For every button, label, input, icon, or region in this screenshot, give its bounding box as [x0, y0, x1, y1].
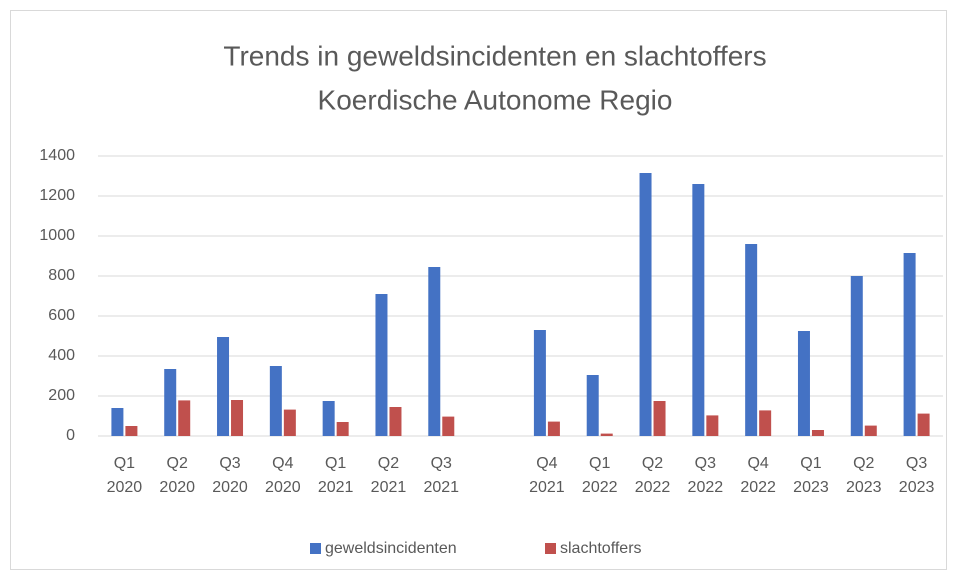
legend-swatch: [310, 543, 321, 554]
x-tick-label: Q2 2020: [159, 455, 196, 496]
bar: [639, 173, 652, 436]
y-tick-label: 1400: [39, 147, 75, 164]
y-tick-label: 600: [48, 307, 75, 324]
y-tick-label: 0: [66, 427, 75, 444]
bar: [600, 433, 613, 436]
bar: [850, 276, 863, 436]
bar: [336, 422, 349, 436]
bar: [692, 184, 705, 436]
bar: [322, 401, 335, 436]
x-tick-label: Q2 2023: [845, 455, 882, 496]
bar: [442, 416, 455, 436]
bar: [586, 375, 599, 436]
chart-title: Trends in geweldsincidenten en slachtoff…: [223, 40, 766, 71]
bar: [706, 415, 719, 436]
legend-label: geweldsincidenten: [325, 540, 457, 557]
y-tick-label: 1200: [39, 187, 75, 204]
bar: [125, 426, 138, 436]
y-tick-label: 1000: [39, 227, 75, 244]
bar: [547, 421, 560, 436]
bar: [389, 407, 402, 436]
bar: [917, 413, 930, 436]
y-tick-label: 800: [48, 267, 75, 284]
bar: [111, 408, 124, 436]
bar: [283, 409, 296, 436]
x-tick-label: Q3 2023: [898, 455, 935, 496]
bar: [375, 294, 388, 436]
x-tick-label: Q4 2021: [529, 455, 565, 496]
x-tick-label: Q4 2022: [740, 455, 776, 496]
y-tick-label: 200: [48, 387, 75, 404]
x-tick-label: Q1 2022: [581, 455, 618, 496]
x-tick-label: Q1 2023: [793, 455, 829, 496]
bar: [217, 337, 230, 436]
x-tick-label: Q3 2020: [212, 455, 248, 496]
x-tick-label: Q2 2022: [634, 455, 671, 496]
bar: [533, 330, 546, 436]
x-tick-label: Q3 2022: [687, 455, 724, 496]
chart-subtitle: Koerdische Autonome Regio: [318, 84, 673, 115]
chart-frame: [10, 10, 947, 570]
bar: [903, 253, 916, 436]
x-tick-label: Q1 2020: [106, 455, 143, 496]
bar: [269, 366, 282, 436]
bar: [797, 331, 810, 436]
bar: [653, 401, 666, 436]
bar: [178, 400, 191, 436]
bar: [864, 425, 877, 436]
y-tick-label: 400: [48, 347, 75, 364]
bar: [231, 400, 244, 436]
legend-label: slachtoffers: [560, 540, 642, 557]
legend-swatch: [545, 543, 556, 554]
bar: [745, 244, 758, 436]
bar: [428, 267, 441, 436]
bar: [164, 369, 177, 436]
x-tick-label: Q1 2021: [317, 455, 354, 496]
x-tick-label: Q4 2020: [265, 455, 301, 496]
bar: [811, 430, 824, 436]
bar: [759, 410, 772, 436]
x-tick-label: Q3 2021: [423, 455, 460, 496]
x-tick-label: Q2 2021: [370, 455, 407, 496]
